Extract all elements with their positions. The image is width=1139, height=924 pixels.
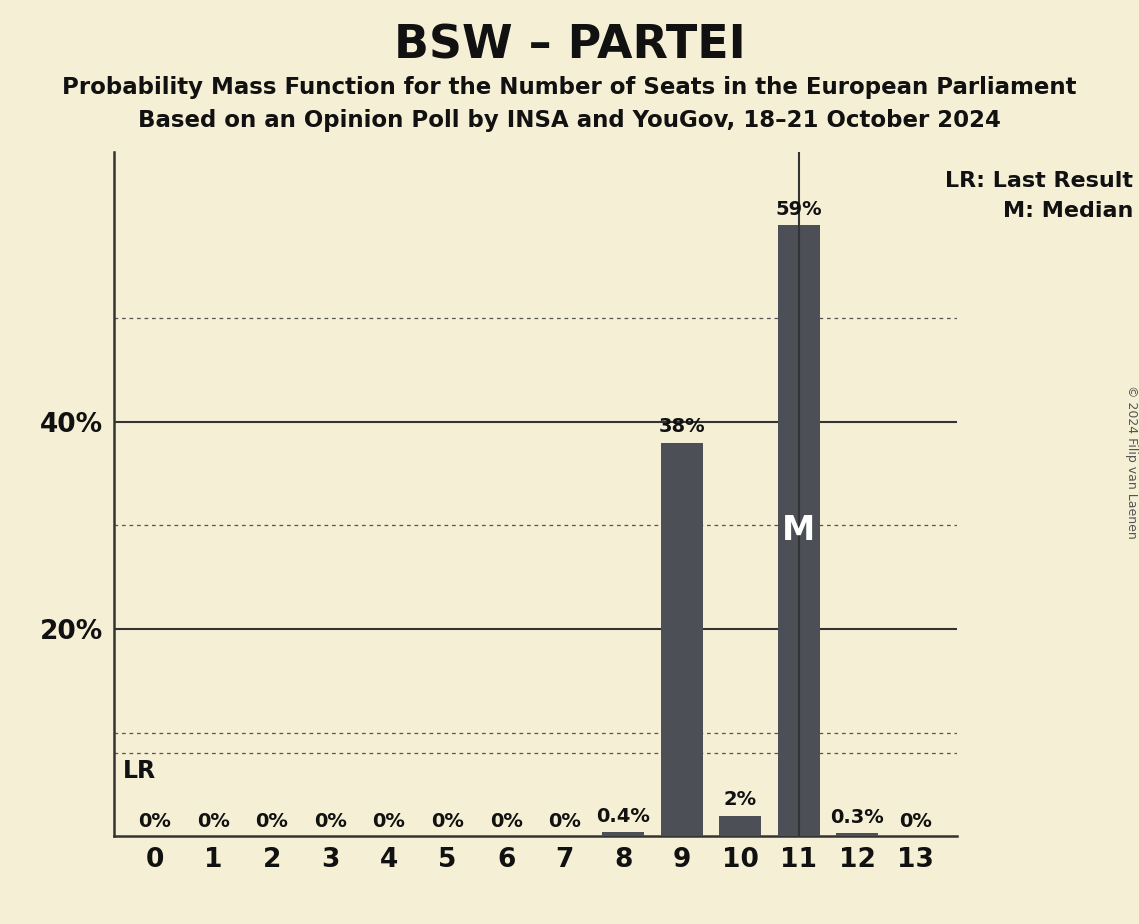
Text: 38%: 38% xyxy=(658,418,705,436)
Bar xyxy=(661,443,703,836)
Text: Probability Mass Function for the Number of Seats in the European Parliament: Probability Mass Function for the Number… xyxy=(63,76,1076,99)
Text: 0%: 0% xyxy=(314,812,347,831)
Text: LR: Last Result: LR: Last Result xyxy=(945,171,1133,191)
Bar xyxy=(836,833,878,836)
Bar xyxy=(719,816,761,836)
Bar xyxy=(603,833,645,836)
Text: 0.3%: 0.3% xyxy=(830,808,884,827)
Text: 0%: 0% xyxy=(139,812,171,831)
Text: LR: LR xyxy=(123,759,156,783)
Text: BSW – PARTEI: BSW – PARTEI xyxy=(394,23,745,68)
Text: M: Median: M: Median xyxy=(1003,201,1133,222)
Text: 0%: 0% xyxy=(548,812,581,831)
Text: 0%: 0% xyxy=(490,812,523,831)
Text: 0.4%: 0.4% xyxy=(596,807,650,826)
Text: 0%: 0% xyxy=(431,812,464,831)
Bar xyxy=(778,225,820,836)
Text: 0%: 0% xyxy=(372,812,405,831)
Text: © 2024 Filip van Laenen: © 2024 Filip van Laenen xyxy=(1125,385,1138,539)
Text: 0%: 0% xyxy=(900,812,932,831)
Text: 2%: 2% xyxy=(723,790,756,809)
Text: 0%: 0% xyxy=(197,812,230,831)
Text: Based on an Opinion Poll by INSA and YouGov, 18–21 October 2024: Based on an Opinion Poll by INSA and You… xyxy=(138,109,1001,132)
Text: 59%: 59% xyxy=(776,200,822,219)
Text: 0%: 0% xyxy=(255,812,288,831)
Text: M: M xyxy=(782,514,816,547)
